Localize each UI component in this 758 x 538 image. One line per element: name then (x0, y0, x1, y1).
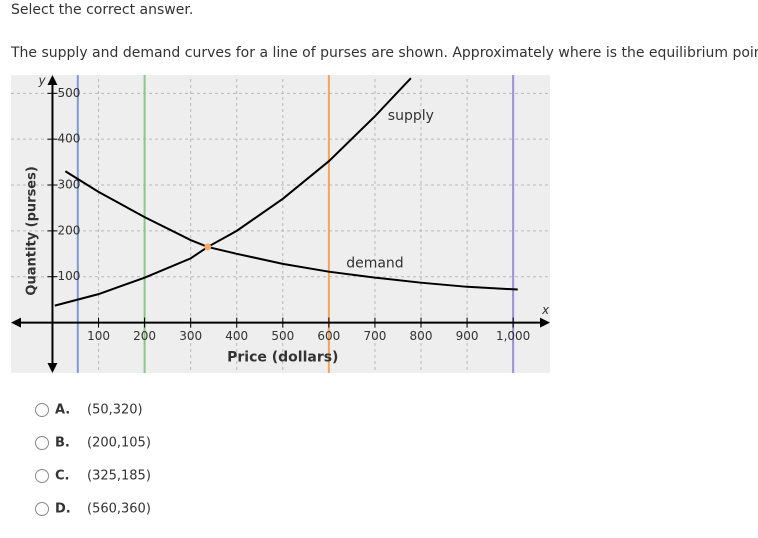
radio-button[interactable] (35, 469, 49, 483)
y-tick-label: 300 (57, 178, 80, 192)
x-tick-label: 1,000 (496, 329, 530, 343)
options: A. (50,320) B. (200,105) C. (325,185) D. (560,3… (35, 403, 151, 517)
series-label: demand (346, 256, 403, 272)
equilibrium-point (204, 243, 212, 251)
option-letter[interactable]: C. (55, 469, 69, 484)
instruction: Select the correct answer. (11, 2, 193, 18)
y-tick-label: 100 (57, 269, 80, 283)
x-tick-label: 200 (133, 329, 156, 343)
y-axis-label: Quantity (purses) (25, 166, 40, 295)
curve (64, 170, 518, 291)
x-tick-label: 300 (179, 329, 202, 343)
series-label: supply (388, 108, 434, 124)
option-text[interactable]: (560,360) (87, 502, 151, 517)
option-letter[interactable]: D. (55, 502, 71, 517)
question: The supply and demand curves for a line … (10, 45, 758, 61)
x-tick-label: 600 (317, 329, 340, 343)
x-axis-letter: x (541, 303, 550, 317)
radio-button[interactable] (35, 502, 49, 516)
option-letter[interactable]: A. (55, 403, 70, 418)
x-tick-label: 400 (225, 329, 248, 343)
y-axis-letter: y (37, 74, 46, 88)
curve (54, 77, 412, 307)
x-tick-label: 500 (271, 329, 294, 343)
y-tick-label: 400 (57, 132, 80, 146)
option-text[interactable]: (50,320) (87, 403, 143, 418)
x-tick-label: 900 (456, 329, 479, 343)
option-text[interactable]: (200,105) (87, 436, 151, 451)
option-letter[interactable]: B. (55, 436, 70, 451)
y-tick-label: 200 (57, 223, 80, 237)
y-tick-label: 500 (57, 86, 80, 100)
radio-button[interactable] (35, 403, 49, 417)
x-tick-label: 100 (87, 329, 110, 343)
chart: 100 200 300 400 500 600 700 800 900 1,000 100 200 30… (11, 74, 550, 373)
x-axis-label: Price (dollars) (227, 350, 338, 366)
option-text[interactable]: (325,185) (87, 469, 151, 484)
x-tick-label: 800 (410, 329, 433, 343)
x-tick-label: 700 (363, 329, 386, 343)
radio-button[interactable] (35, 436, 49, 450)
